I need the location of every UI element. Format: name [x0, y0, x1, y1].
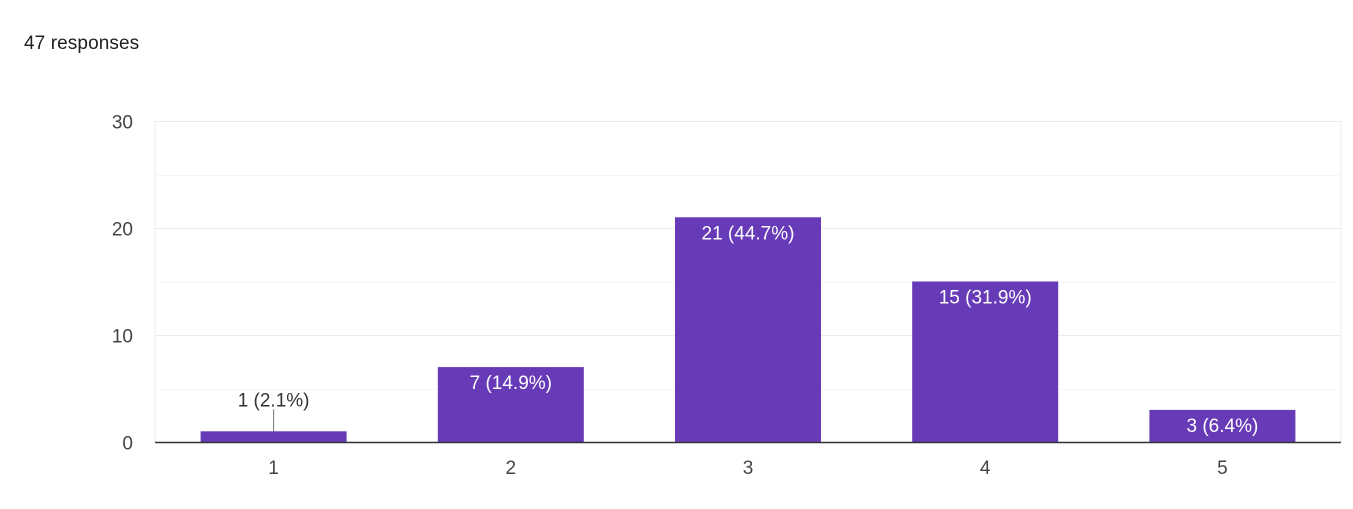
bar-data-label: 1 (2.1%)	[238, 390, 310, 411]
x-tick-label: 5	[1217, 458, 1228, 479]
bar-data-label: 3 (6.4%)	[1186, 416, 1258, 437]
x-tick-label: 4	[980, 458, 991, 479]
responses-count: 47 responses	[24, 33, 140, 54]
bar	[675, 217, 821, 442]
x-tick-label: 1	[268, 458, 279, 479]
bar-data-label: 15 (31.9%)	[939, 288, 1032, 309]
bar	[200, 431, 347, 442]
y-tick-label: 30	[112, 113, 133, 134]
bar	[912, 281, 1059, 442]
bar	[1149, 409, 1296, 442]
x-tick-label: 3	[743, 458, 754, 479]
bar	[437, 367, 584, 442]
y-tick-label: 20	[112, 220, 133, 241]
y-tick-label: 10	[112, 327, 133, 348]
bar-data-label: 7 (14.9%)	[470, 373, 552, 394]
bar-data-label: 21 (44.7%)	[702, 223, 795, 244]
y-tick-label: 0	[122, 434, 133, 455]
x-tick-label: 2	[506, 458, 517, 479]
